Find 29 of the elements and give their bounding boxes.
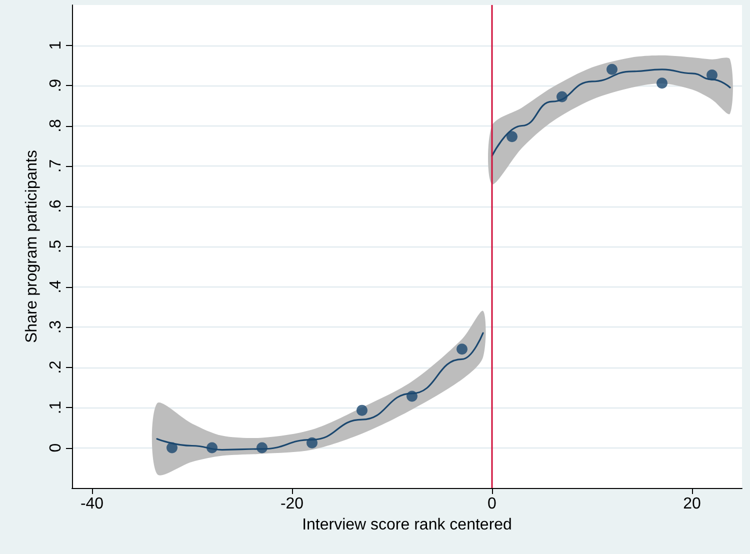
point	[306, 437, 318, 448]
point	[656, 78, 668, 89]
y-tick-label: 0	[48, 443, 64, 452]
point	[606, 64, 618, 75]
x-tick-label: -40	[80, 496, 104, 512]
y-axis-title: Share program participants	[24, 150, 40, 343]
point	[706, 70, 718, 81]
point	[556, 91, 568, 102]
point	[256, 442, 268, 454]
y-tick-label: .3	[48, 320, 64, 334]
y-tick-label: .7	[48, 159, 64, 173]
y-tick-label: .9	[48, 78, 64, 92]
y-tick-label: 1	[48, 40, 64, 50]
y-tick-label: .6	[48, 199, 64, 213]
point	[206, 442, 218, 454]
y-tick-label: .5	[48, 240, 64, 254]
y-tick-label: .2	[48, 360, 64, 374]
y-tick-label: .4	[48, 280, 64, 294]
point	[356, 404, 368, 416]
x-tick-label: 0	[488, 496, 497, 512]
point	[506, 131, 518, 142]
x-tick-label: 20	[683, 496, 701, 512]
point	[406, 390, 418, 402]
x-axis-title: Interview score rank centered	[302, 516, 512, 534]
y-tick-label: .1	[48, 400, 64, 414]
x-tick-label: -20	[280, 496, 304, 512]
y-tick-label: .8	[48, 118, 64, 132]
point	[166, 442, 178, 454]
point	[456, 344, 468, 355]
